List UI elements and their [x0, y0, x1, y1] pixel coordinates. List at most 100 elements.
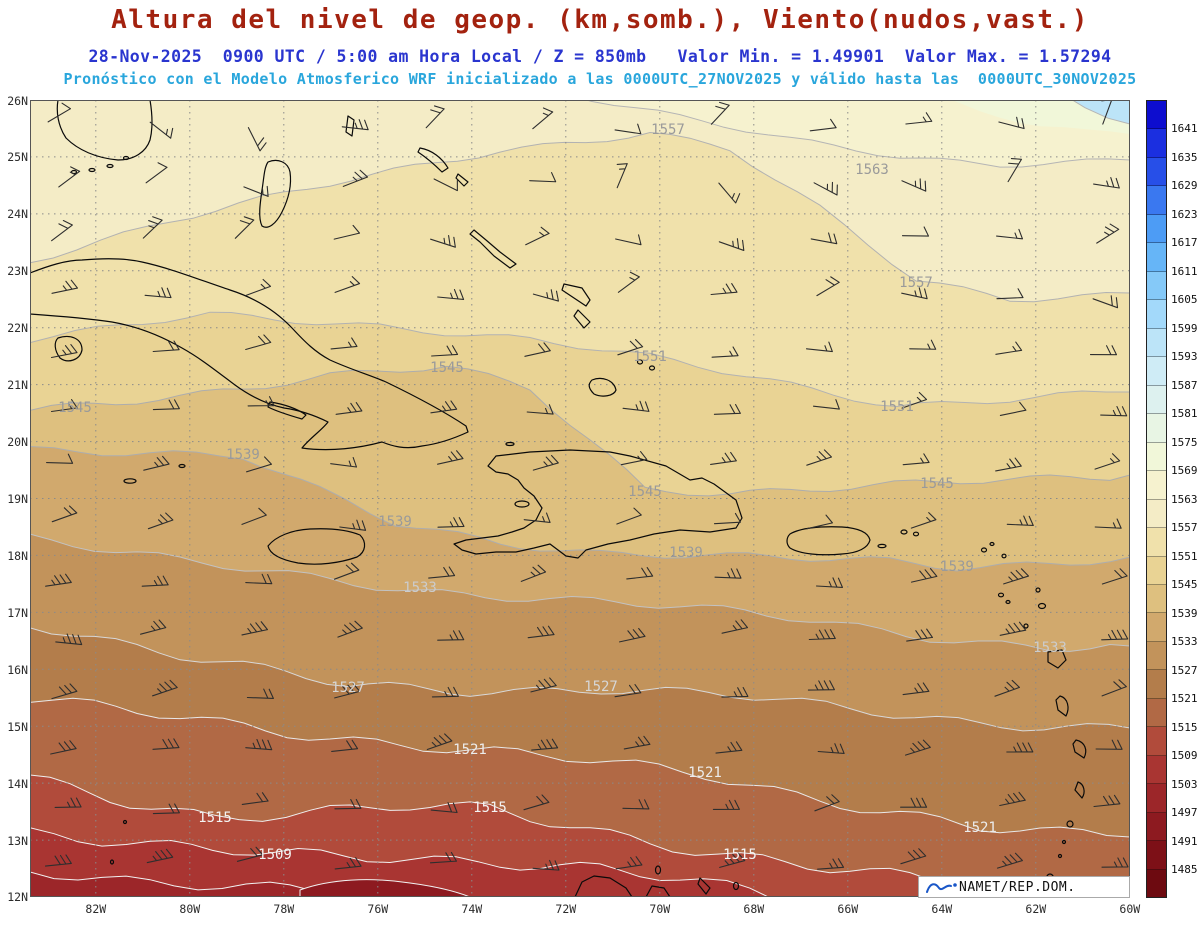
colorbar-tick-label: 1587	[1171, 378, 1198, 392]
colorbar-tick-label: 1575	[1171, 435, 1198, 449]
contour-label: 1545	[58, 400, 92, 416]
contour-label: 1521	[963, 820, 997, 836]
lat-tick-label: 18N	[7, 548, 28, 563]
lon-tick-label: 68W	[743, 902, 765, 916]
colorbar-tick-label: 1521	[1171, 692, 1198, 705]
lon-tick-label: 64W	[931, 902, 953, 916]
colorbar	[1146, 100, 1167, 898]
colorbar-tick-label: 1611	[1171, 264, 1198, 278]
lat-tick-label: 15N	[7, 719, 28, 734]
colorbar-cell	[1147, 556, 1166, 585]
colorbar-tick-label: 1497	[1171, 806, 1198, 819]
subtitle-datetime: 28-Nov-2025 0900 UTC / 5:00 am Hora Loca…	[88, 47, 1112, 66]
colorbar-tick-label: 1605	[1171, 293, 1198, 306]
lat-tick-label: 16N	[7, 662, 28, 677]
lat-tick-label: 26N	[7, 93, 28, 108]
colorbar-cell	[1147, 186, 1166, 215]
lon-tick-label: 72W	[555, 902, 577, 916]
lat-tick-label: 19N	[7, 491, 28, 506]
map-svg: 1557 1563 1557 1551 1545 1545 1551 1539 1545 1545…	[30, 100, 1130, 897]
colorbar-tick-label: 1485	[1171, 863, 1198, 876]
colorbar-cell	[1147, 869, 1166, 898]
lon-tick-label: 78W	[273, 902, 295, 916]
colorbar-cell	[1147, 499, 1166, 529]
subtitle-model: Pronóstico con el Modelo Atmosferico WRF…	[63, 70, 1137, 88]
contour-label: 1521	[688, 765, 722, 781]
colorbar-tick-label: 1539	[1171, 606, 1198, 620]
colorbar-cell	[1147, 300, 1166, 329]
lat-tick-label: 22N	[7, 321, 28, 336]
colorbar-tick-label: 1533	[1171, 635, 1198, 648]
lat-tick-label: 13N	[7, 833, 28, 848]
colorbar-cell	[1147, 214, 1166, 244]
colorbar-cell	[1147, 812, 1166, 842]
colorbar-cell	[1147, 698, 1166, 728]
contour-label: 1515	[473, 800, 507, 816]
onamet-logo-icon	[926, 883, 957, 893]
colorbar-tick-label: 1491	[1171, 834, 1198, 848]
lon-tick-label: 60W	[1119, 902, 1141, 916]
contour-label: 1563	[855, 162, 889, 178]
colorbar-cell	[1147, 641, 1166, 671]
colorbar-cell	[1147, 613, 1166, 642]
lat-tick-label: 17N	[7, 605, 28, 620]
colorbar-tick-label: 1599	[1171, 321, 1198, 335]
contour-label: 1527	[331, 680, 365, 696]
colorbar-tick-label: 1503	[1171, 777, 1198, 791]
colorbar-cell	[1147, 357, 1166, 386]
colorbar-tick-label: 1617	[1171, 236, 1198, 249]
colorbar-tick-label: 1581	[1171, 407, 1198, 420]
contour-label: 1545	[920, 476, 954, 492]
colorbar-cell	[1147, 243, 1166, 272]
contour-label: 1557	[651, 122, 685, 138]
colorbar-tick-label: 1551	[1171, 549, 1198, 563]
lat-tick-label: 12N	[7, 890, 28, 905]
watermark: NAMET/REP.DOM.	[918, 876, 1130, 898]
map-area: 1557 1563 1557 1551 1545 1545 1551 1539 1545 1545…	[30, 100, 1130, 897]
colorbar-cell	[1147, 328, 1166, 358]
colorbar-tick-label: 1557	[1171, 521, 1198, 534]
lon-tick-label: 82W	[85, 902, 107, 916]
coastlines-layer	[30, 100, 1087, 897]
lon-tick-label: 66W	[837, 902, 859, 916]
colorbar-cell	[1147, 385, 1166, 415]
wind-barbs-layer	[44, 100, 1129, 871]
watermark-text: NAMET/REP.DOM.	[959, 879, 1076, 895]
lat-tick-label: 25N	[7, 150, 28, 165]
colorbar-cell	[1147, 414, 1166, 443]
colorbar-tick-label: 1545	[1171, 578, 1198, 591]
contour-label: 1509	[258, 847, 292, 863]
colorbar-cell	[1147, 584, 1166, 614]
colorbar-cell	[1147, 271, 1166, 301]
contour-label: 1515	[723, 847, 757, 863]
lat-tick-label: 21N	[7, 378, 28, 393]
page-title: Altura del nivel de geop. (km,somb.), Vi…	[111, 5, 1089, 35]
colorbar-tick-label: 1509	[1171, 749, 1198, 762]
lon-tick-label: 80W	[179, 902, 201, 916]
contour-label: 1539	[226, 447, 260, 463]
contour-label: 1515	[198, 810, 232, 826]
colorbar-tick-label: 1569	[1171, 464, 1198, 477]
colorbar-tick-label: 1623	[1171, 207, 1198, 221]
lat-tick-label: 24N	[7, 207, 28, 222]
contour-label: 1533	[1033, 640, 1067, 656]
contour-label: 1521	[453, 742, 487, 758]
lon-tick-label: 76W	[367, 902, 389, 916]
contour-label: 1533	[403, 580, 437, 596]
contour-label: 1545	[628, 484, 662, 500]
lat-tick-label: 23N	[7, 264, 28, 279]
contour-label: 1551	[880, 399, 914, 415]
colorbar-cell	[1147, 471, 1166, 500]
contour-labels-layer: 1557 1563 1557 1551 1545 1545 1551 1539 1545 1545…	[58, 122, 1067, 863]
colorbar-tick-label: 1635	[1171, 150, 1198, 164]
colorbar-cell	[1147, 157, 1166, 187]
colorbar-tick-label: 1515	[1171, 720, 1198, 734]
contour-label: 1551	[633, 349, 667, 365]
colorbar-tick-label: 1563	[1171, 492, 1198, 506]
colorbar-tick-label: 1593	[1171, 350, 1198, 363]
colorbar-cell	[1147, 528, 1166, 557]
contour-label: 1545	[430, 360, 464, 376]
contour-label: 1539	[669, 545, 703, 561]
colorbar-tick-label: 1629	[1171, 179, 1198, 192]
colorbar-cell	[1147, 784, 1166, 813]
